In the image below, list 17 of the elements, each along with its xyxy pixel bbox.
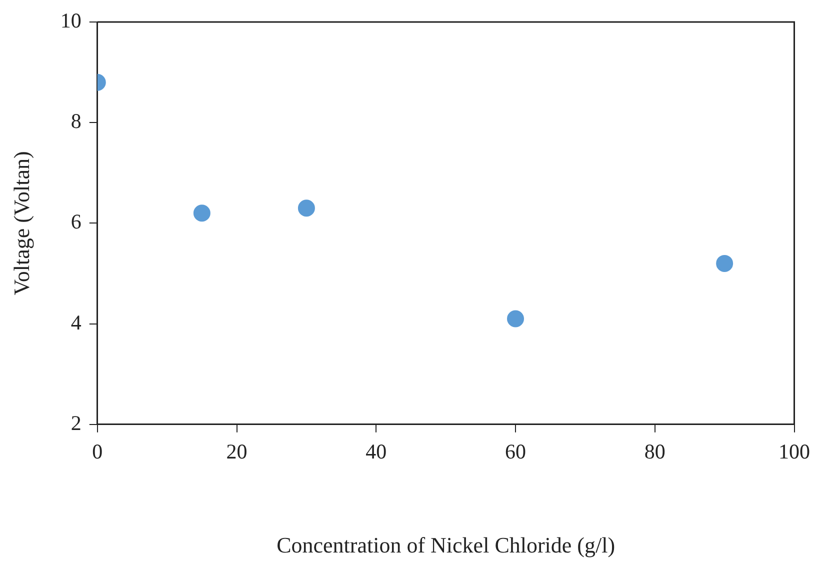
y-tick-label: 6	[70, 210, 82, 234]
x-tick-label: 0	[92, 440, 103, 464]
point	[716, 254, 734, 272]
y-tick-label: 2	[70, 410, 82, 435]
x-tick-label: 60	[505, 440, 526, 464]
point	[298, 200, 315, 217]
point	[507, 310, 524, 328]
x-tick-label: 80	[644, 440, 666, 464]
x-tick-label: 20	[226, 440, 248, 464]
x-axis-title: Concentration of Nickel Chloride (g/l)	[276, 532, 616, 558]
y-tick-label: 8	[70, 109, 82, 134]
y-tick-label: 10	[60, 8, 82, 33]
y-tick-label: 4	[70, 310, 82, 334]
point	[193, 204, 210, 222]
x-tick-label: 100	[778, 440, 810, 464]
x-tick-label: 40	[366, 440, 387, 464]
y-axis-title: Voltage (Voltan)	[8, 151, 34, 296]
